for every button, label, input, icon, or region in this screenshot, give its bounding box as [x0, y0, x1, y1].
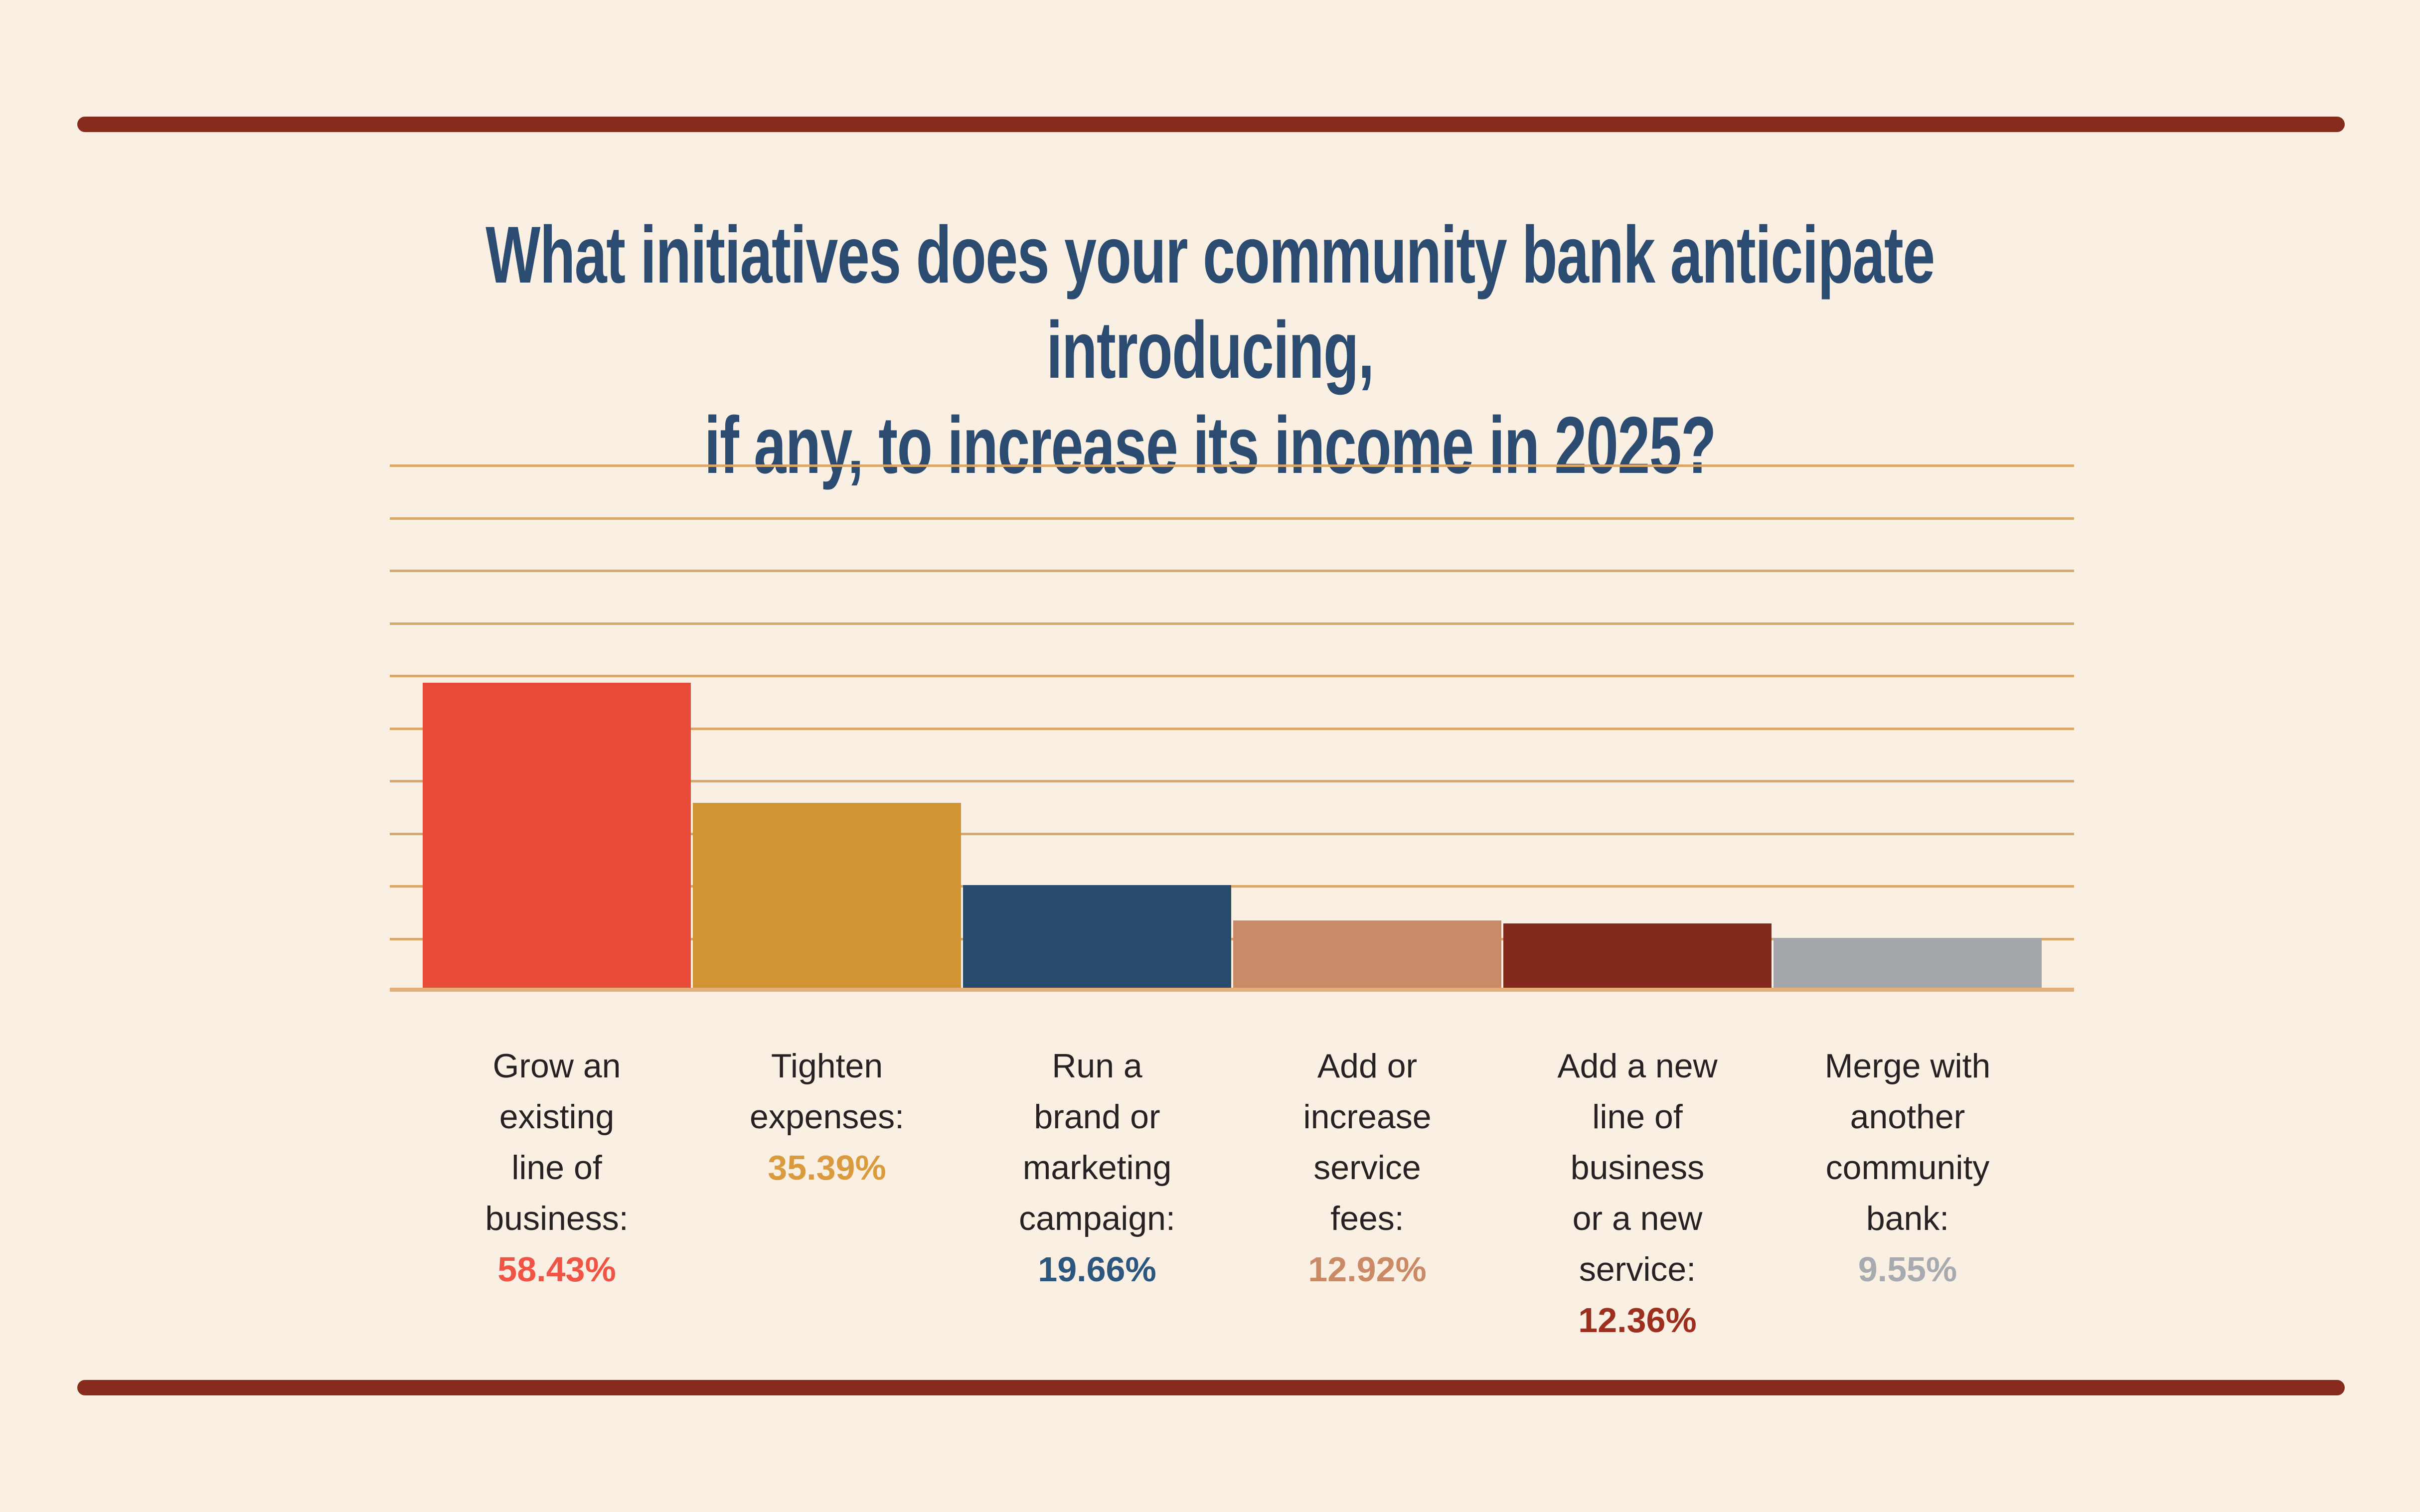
- gridline-20pct: [390, 885, 2074, 888]
- top-divider-rule: [77, 117, 2345, 132]
- category-text: Add a new line of business or a new serv…: [1557, 1047, 1718, 1288]
- gridline-40pct: [390, 780, 2074, 782]
- gridline-80pct: [390, 570, 2074, 572]
- bar-label-4: Add or increase service fees: 12.92%: [1228, 1041, 1507, 1295]
- value-label: 9.55%: [1858, 1250, 1957, 1289]
- value-label: 19.66%: [1038, 1250, 1156, 1289]
- gridline-60pct: [390, 675, 2074, 677]
- bar-6: [1774, 938, 2042, 988]
- bar-chart-plot-area: [390, 464, 2074, 992]
- bottom-divider-rule: [77, 1380, 2345, 1395]
- gridline-30pct: [390, 832, 2074, 835]
- gridline-10pct: [390, 937, 2074, 940]
- gridline-90pct: [390, 517, 2074, 520]
- value-label: 35.39%: [768, 1148, 886, 1187]
- bar-5: [1503, 923, 1772, 988]
- bar-label-2: Tighten expenses: 35.39%: [687, 1041, 967, 1193]
- chart-title: What initiatives does your community ban…: [0, 207, 2420, 493]
- chart-title-line2: if any, to increase its income in 2025?: [704, 400, 1716, 491]
- gridline-70pct: [390, 622, 2074, 625]
- value-label: 12.36%: [1578, 1301, 1697, 1340]
- bar-3: [963, 885, 1231, 988]
- chart-title-line1: What initiatives does your community ban…: [485, 210, 1935, 396]
- category-text: Add or increase service fees:: [1303, 1047, 1432, 1237]
- bar-label-3: Run a brand or marketing campaign: 19.66%: [958, 1041, 1237, 1295]
- x-axis-baseline: [390, 988, 2074, 992]
- bar-label-6: Merge with another community bank: 9.55%: [1768, 1041, 2047, 1295]
- category-text: Tighten expenses:: [750, 1047, 904, 1136]
- category-text: Run a brand or marketing campaign:: [1019, 1047, 1175, 1237]
- gridline-50pct: [390, 727, 2074, 730]
- bar-1: [423, 683, 691, 988]
- category-text: Merge with another community bank:: [1824, 1047, 1991, 1237]
- value-label: 58.43%: [497, 1250, 616, 1289]
- bar-label-1: Grow an existing line of business: 58.43%: [417, 1041, 696, 1295]
- bar-2: [693, 803, 961, 988]
- bar-label-5: Add a new line of business or a new serv…: [1498, 1041, 1777, 1346]
- gridline-100pct: [390, 464, 2074, 467]
- category-text: Grow an existing line of business:: [485, 1047, 629, 1237]
- value-label: 12.92%: [1308, 1250, 1427, 1289]
- bar-4: [1233, 920, 1501, 988]
